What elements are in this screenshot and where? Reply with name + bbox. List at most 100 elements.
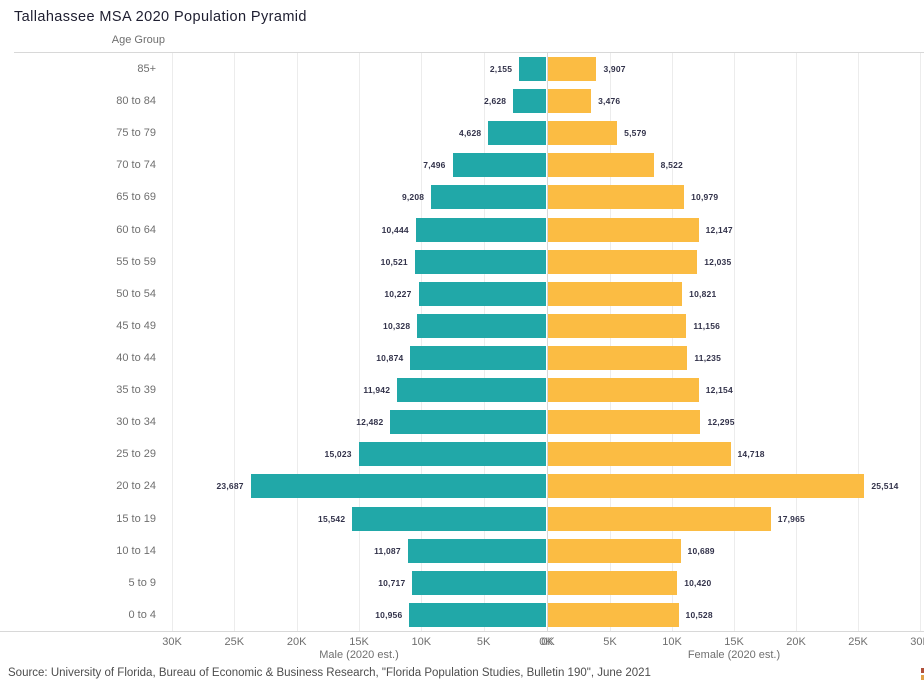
pyramid-row: 40 to 44 10,874 11,235 bbox=[116, 342, 920, 374]
female-bar[interactable] bbox=[548, 249, 698, 274]
pyramid-row: 10 to 14 11,087 10,689 bbox=[116, 535, 920, 567]
male-bar[interactable] bbox=[407, 538, 546, 563]
female-bar[interactable] bbox=[548, 281, 683, 306]
age-group-label: 20 to 24 bbox=[116, 480, 156, 493]
pyramid-row: 50 to 54 10,227 10,821 bbox=[116, 278, 920, 310]
male-value-label: 10,444 bbox=[381, 224, 409, 235]
female-axis-tick: 5K bbox=[603, 636, 617, 648]
female-bar[interactable] bbox=[548, 89, 592, 114]
pyramid-row: 5 to 9 10,717 10,420 bbox=[128, 567, 920, 599]
male-bar[interactable] bbox=[417, 313, 546, 338]
pyramid-row: 35 to 39 11,942 12,154 bbox=[116, 374, 920, 406]
female-value-label: 12,147 bbox=[705, 224, 733, 235]
male-bar[interactable] bbox=[409, 602, 546, 627]
female-value-label: 10,420 bbox=[684, 577, 712, 588]
age-group-label: 75 to 79 bbox=[116, 127, 156, 140]
male-gridline bbox=[359, 53, 360, 631]
male-bar[interactable] bbox=[519, 57, 546, 82]
male-value-label: 11,942 bbox=[363, 385, 391, 396]
female-gridline bbox=[796, 53, 797, 631]
clipped-edge-artifact-top bbox=[921, 668, 924, 673]
female-bar[interactable] bbox=[548, 474, 865, 499]
age-group-label: 50 to 54 bbox=[116, 287, 156, 300]
female-bar[interactable] bbox=[548, 602, 679, 627]
header-divider bbox=[14, 52, 924, 53]
female-axis-tick: 0K bbox=[541, 636, 555, 648]
age-group-label: 15 to 19 bbox=[116, 512, 156, 525]
female-value-label: 5,579 bbox=[624, 128, 647, 139]
female-axis-tick: 10K bbox=[662, 636, 682, 648]
male-value-label: 10,956 bbox=[375, 609, 403, 620]
male-bar[interactable] bbox=[397, 378, 546, 403]
female-bar[interactable] bbox=[548, 378, 699, 403]
male-value-label: 2,628 bbox=[483, 96, 507, 107]
female-value-label: 14,718 bbox=[737, 449, 765, 460]
male-bar[interactable] bbox=[415, 217, 546, 242]
male-value-label: 10,328 bbox=[383, 320, 411, 331]
male-bar[interactable] bbox=[352, 506, 546, 531]
pyramid-row: 0 to 4 10,956 10,528 bbox=[128, 599, 920, 631]
female-bar[interactable] bbox=[548, 313, 687, 338]
age-group-label: 70 to 74 bbox=[116, 159, 156, 172]
male-gridline bbox=[483, 53, 485, 631]
male-bar[interactable] bbox=[250, 474, 546, 499]
age-group-label: 10 to 14 bbox=[116, 544, 156, 557]
age-group-label: 80 to 84 bbox=[116, 95, 156, 108]
female-value-label: 12,154 bbox=[705, 385, 733, 396]
female-bar[interactable] bbox=[548, 185, 685, 210]
male-axis-tick: 0K bbox=[539, 636, 553, 648]
pyramid-row: 45 to 49 10,328 11,156 bbox=[116, 310, 920, 342]
male-bar[interactable] bbox=[358, 442, 546, 467]
male-axis-title: Male (2020 est.) bbox=[319, 649, 399, 661]
female-axis-tick: 25K bbox=[848, 636, 868, 648]
pyramid-row: 55 to 59 10,521 12,035 bbox=[116, 246, 920, 278]
male-bar[interactable] bbox=[390, 410, 546, 435]
female-value-label: 10,821 bbox=[689, 288, 717, 299]
female-gridline bbox=[734, 53, 735, 631]
female-axis-title: Female (2020 est.) bbox=[687, 649, 781, 661]
pyramid-row: 70 to 74 7,496 8,522 bbox=[116, 149, 920, 181]
age-group-label: 35 to 39 bbox=[116, 384, 156, 397]
female-bar[interactable] bbox=[548, 506, 771, 531]
male-value-label: 7,496 bbox=[423, 160, 446, 171]
clipped-edge-artifact-bottom bbox=[921, 675, 924, 680]
male-value-label: 15,542 bbox=[318, 513, 346, 524]
female-gridline bbox=[920, 53, 921, 631]
female-bar[interactable] bbox=[548, 410, 701, 435]
age-group-label: 65 to 69 bbox=[116, 191, 156, 204]
male-bar[interactable] bbox=[412, 570, 546, 595]
female-gridline bbox=[858, 53, 859, 631]
female-bar[interactable] bbox=[548, 217, 699, 242]
male-value-label: 12,482 bbox=[356, 417, 384, 428]
female-bar[interactable] bbox=[548, 121, 618, 146]
male-bar[interactable] bbox=[418, 281, 546, 306]
male-bar[interactable] bbox=[431, 185, 546, 210]
male-bar[interactable] bbox=[414, 249, 546, 274]
female-value-label: 11,235 bbox=[694, 353, 722, 364]
male-value-label: 10,874 bbox=[376, 353, 404, 364]
age-group-label: 5 to 9 bbox=[128, 576, 156, 589]
female-bar[interactable] bbox=[548, 57, 597, 82]
male-bar[interactable] bbox=[452, 153, 546, 178]
age-group-label: 60 to 64 bbox=[116, 223, 156, 236]
female-value-label: 12,295 bbox=[707, 417, 735, 428]
female-bar[interactable] bbox=[548, 153, 654, 178]
pyramid-chart: 85+ 2,155 3,907 80 to 84 2,628 3,476 75 to 79 4… bbox=[116, 53, 921, 631]
female-bar[interactable] bbox=[548, 570, 678, 595]
male-value-label: 15,023 bbox=[324, 449, 352, 460]
male-bar[interactable] bbox=[513, 89, 546, 114]
male-value-label: 10,227 bbox=[384, 288, 412, 299]
x-axis-line bbox=[0, 631, 924, 632]
female-bar[interactable] bbox=[548, 442, 731, 467]
male-bar[interactable] bbox=[410, 346, 546, 371]
female-value-label: 17,965 bbox=[777, 513, 805, 524]
male-gridline bbox=[172, 53, 173, 631]
male-value-label: 10,521 bbox=[380, 256, 408, 267]
male-value-label: 23,687 bbox=[216, 481, 244, 492]
female-axis-tick: 30K bbox=[910, 636, 924, 648]
pyramid-row: 85+ 2,155 3,907 bbox=[137, 53, 920, 85]
female-bar[interactable] bbox=[548, 346, 688, 371]
female-bar[interactable] bbox=[548, 538, 681, 563]
male-bar[interactable] bbox=[488, 121, 546, 146]
